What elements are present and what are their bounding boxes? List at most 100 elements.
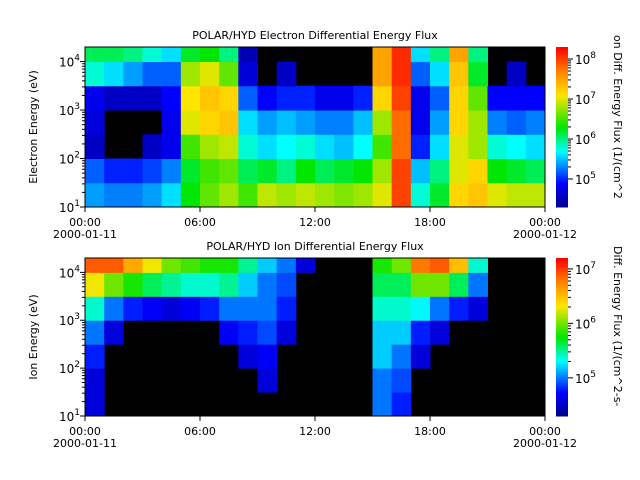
colorbar-segment	[556, 49, 568, 53]
heatmap-cell	[430, 158, 450, 184]
heatmap-cell	[449, 110, 469, 135]
colorbar-segment	[556, 105, 568, 109]
colorbar-segment	[556, 294, 568, 298]
colorbar-segment	[556, 193, 568, 197]
heatmap-cell	[276, 85, 297, 111]
heatmap-cell	[85, 344, 105, 369]
heatmap-cell	[372, 61, 393, 87]
heatmap-cell	[295, 158, 316, 184]
heatmap-cell	[372, 258, 393, 273]
colorbar-segment	[556, 143, 568, 147]
heatmap-cell	[123, 182, 143, 208]
colorbar-segment	[556, 313, 568, 317]
heatmap-cell	[430, 85, 450, 111]
heatmap-cell	[410, 110, 431, 135]
heatmap-cell	[506, 134, 527, 160]
heatmap-cell	[238, 296, 258, 321]
colorbar-segment	[556, 289, 568, 293]
colorbar-segment	[556, 145, 568, 149]
heatmap-cell	[85, 272, 105, 297]
y-tick-label: 103	[59, 312, 80, 328]
heatmap-cell	[238, 272, 258, 297]
x-date-label: 2000-01-11	[53, 437, 117, 450]
heatmap-cell	[85, 296, 105, 321]
colorbar-segment	[556, 323, 568, 327]
heatmap-cell	[238, 61, 258, 87]
heatmap-cell	[506, 85, 527, 111]
heatmap-cell	[161, 158, 182, 184]
heatmap-cell	[487, 134, 508, 160]
colorbar-segment	[556, 156, 568, 160]
x-tick-label: 12:00	[299, 216, 331, 229]
heatmap-cell	[334, 110, 354, 135]
heatmap-cell	[180, 272, 201, 297]
heatmap-cell	[85, 85, 105, 111]
panel-title: POLAR/HYD Ion Differential Energy Flux	[206, 240, 424, 253]
heatmap-cell	[410, 61, 431, 87]
heatmap-cell	[85, 47, 105, 63]
colorbar-segment	[556, 379, 568, 383]
heatmap-cell	[142, 296, 163, 321]
heatmap-cell	[85, 392, 105, 417]
heatmap-cell	[219, 47, 239, 63]
colorbar-segment	[556, 302, 568, 306]
colorbar-segment	[556, 103, 568, 107]
heatmap-cell	[391, 258, 412, 273]
colorbar-segment	[556, 342, 568, 346]
heatmap-cell	[487, 182, 508, 208]
colorbar-segment	[556, 81, 568, 85]
x-tick-label: 06:00	[184, 216, 216, 229]
colorbar-segment	[556, 308, 568, 312]
colorbar-segment	[556, 71, 568, 75]
heatmap-cell	[219, 134, 239, 160]
heatmap-cell	[391, 47, 412, 63]
heatmap-cell	[276, 320, 297, 345]
heatmap-cell	[161, 110, 182, 135]
heatmap-cell	[238, 134, 258, 160]
heatmap-cell	[161, 61, 182, 87]
x-tick-label: 18:00	[414, 216, 446, 229]
colorbar-segment	[556, 196, 568, 200]
heatmap-cell	[85, 182, 105, 208]
heatmap-cell	[238, 85, 258, 111]
heatmap-cell	[200, 47, 220, 63]
colorbar-segment	[556, 392, 568, 396]
colorbar-segment	[556, 394, 568, 399]
heatmap-cell	[161, 258, 182, 273]
heatmap-cell	[449, 85, 469, 111]
heatmap-cell	[238, 110, 258, 135]
heatmap-cell	[410, 258, 431, 273]
colorbar-segment	[556, 331, 568, 335]
heatmap-cell	[123, 61, 143, 87]
heatmap-cell	[315, 158, 335, 184]
heatmap-cell	[161, 182, 182, 208]
colorbar-segment	[556, 204, 568, 208]
colorbar-segment	[556, 127, 568, 131]
heatmap-cell	[525, 110, 546, 135]
x-date-label: 2000-01-11	[53, 228, 117, 241]
y-tick-label: 104	[59, 264, 80, 280]
colorbar-segment	[556, 405, 568, 409]
heatmap-cell	[449, 47, 469, 63]
heatmap-cell	[372, 392, 393, 417]
heatmap-cell	[372, 158, 393, 184]
colorbar-label: Diff. Energy Flux (1/(cm^2-s-	[611, 246, 624, 406]
colorbar-segment	[556, 329, 568, 333]
heatmap-cell	[353, 110, 373, 135]
heatmap-cell	[468, 61, 488, 87]
heatmap-cell	[334, 85, 354, 111]
heatmap-cell	[391, 320, 412, 345]
heatmap-cell	[315, 85, 335, 111]
colorbar-segment	[556, 52, 568, 56]
colorbar-segment	[556, 183, 568, 187]
heatmap-cell	[257, 344, 278, 369]
heatmap-cell	[219, 320, 239, 345]
heatmap-cell	[295, 182, 316, 208]
heatmap-cell	[104, 85, 124, 111]
heatmap-cell	[372, 320, 393, 345]
x-date-label: 2000-01-12	[513, 228, 577, 241]
heatmap-cell	[449, 61, 469, 87]
colorbar-segment	[556, 79, 568, 83]
heatmap-cell	[257, 158, 278, 184]
heatmap-cell	[391, 296, 412, 321]
